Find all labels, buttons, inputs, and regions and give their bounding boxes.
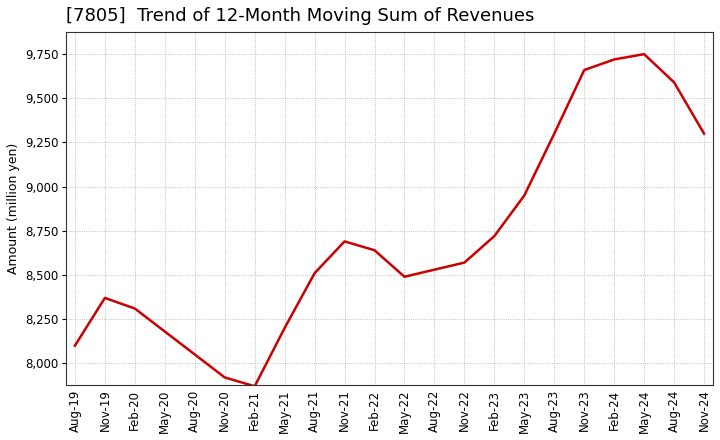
Text: [7805]  Trend of 12-Month Moving Sum of Revenues: [7805] Trend of 12-Month Moving Sum of R…: [66, 7, 534, 25]
Y-axis label: Amount (million yen): Amount (million yen): [7, 143, 20, 275]
